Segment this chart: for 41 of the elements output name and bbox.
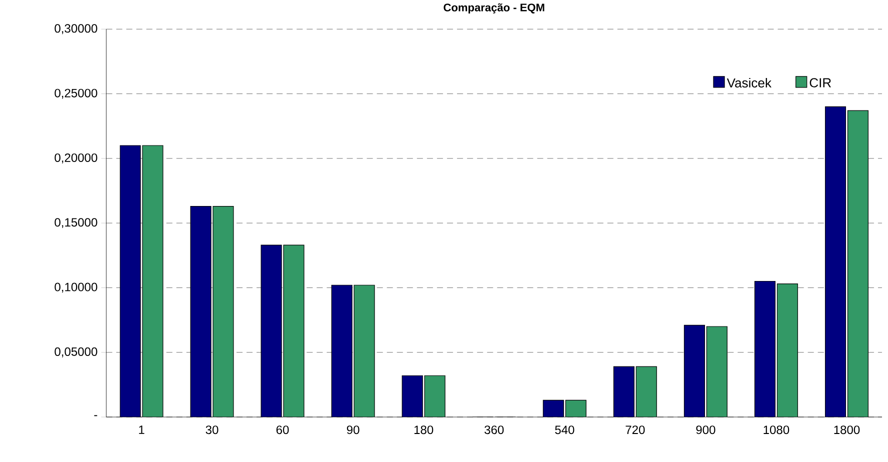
bar [120, 145, 140, 417]
legend-label: Vasicek [726, 78, 772, 88]
y-tick-label: 0,30000 [54, 24, 98, 34]
x-tick-label: 30 [206, 426, 218, 434]
bar [402, 376, 423, 417]
x-tick-label: 1800 [834, 426, 860, 434]
bar [142, 145, 163, 417]
bar [754, 281, 776, 417]
bar [261, 245, 282, 417]
x-tick-label: 360 [484, 426, 504, 434]
x-tick-label: 180 [414, 426, 434, 434]
bar [777, 284, 798, 417]
y-tick-label: 0,20000 [54, 153, 98, 164]
y-tick-label: 0,15000 [54, 218, 98, 228]
x-tick-label: 90 [346, 426, 360, 434]
bar [284, 245, 304, 417]
bar [847, 110, 868, 417]
x-tick-label: 900 [696, 426, 716, 434]
bar [354, 285, 375, 417]
bar [543, 400, 564, 417]
bar [614, 366, 634, 417]
bar [424, 376, 446, 417]
chart-title: Comparação - EQM [444, 3, 544, 14]
bar [824, 106, 846, 417]
x-tick-label: 720 [626, 426, 645, 434]
bar [332, 285, 352, 417]
bar [213, 206, 234, 417]
y-tick-label: - [94, 415, 98, 416]
bar [636, 366, 657, 417]
x-tick-label: 60 [276, 426, 289, 434]
y-tick-label: 0,10000 [54, 282, 98, 293]
x-tick-label: 1080 [764, 426, 790, 434]
y-tick-label: 0,05000 [54, 347, 98, 358]
bar [684, 325, 705, 417]
bar [566, 400, 586, 417]
y-tick-label: 0,25000 [54, 88, 98, 99]
legend-label: CIR [810, 78, 831, 88]
x-tick-label: 1 [139, 426, 144, 434]
x-tick-label: 540 [555, 426, 574, 434]
bar [190, 206, 212, 417]
bar [706, 326, 728, 417]
